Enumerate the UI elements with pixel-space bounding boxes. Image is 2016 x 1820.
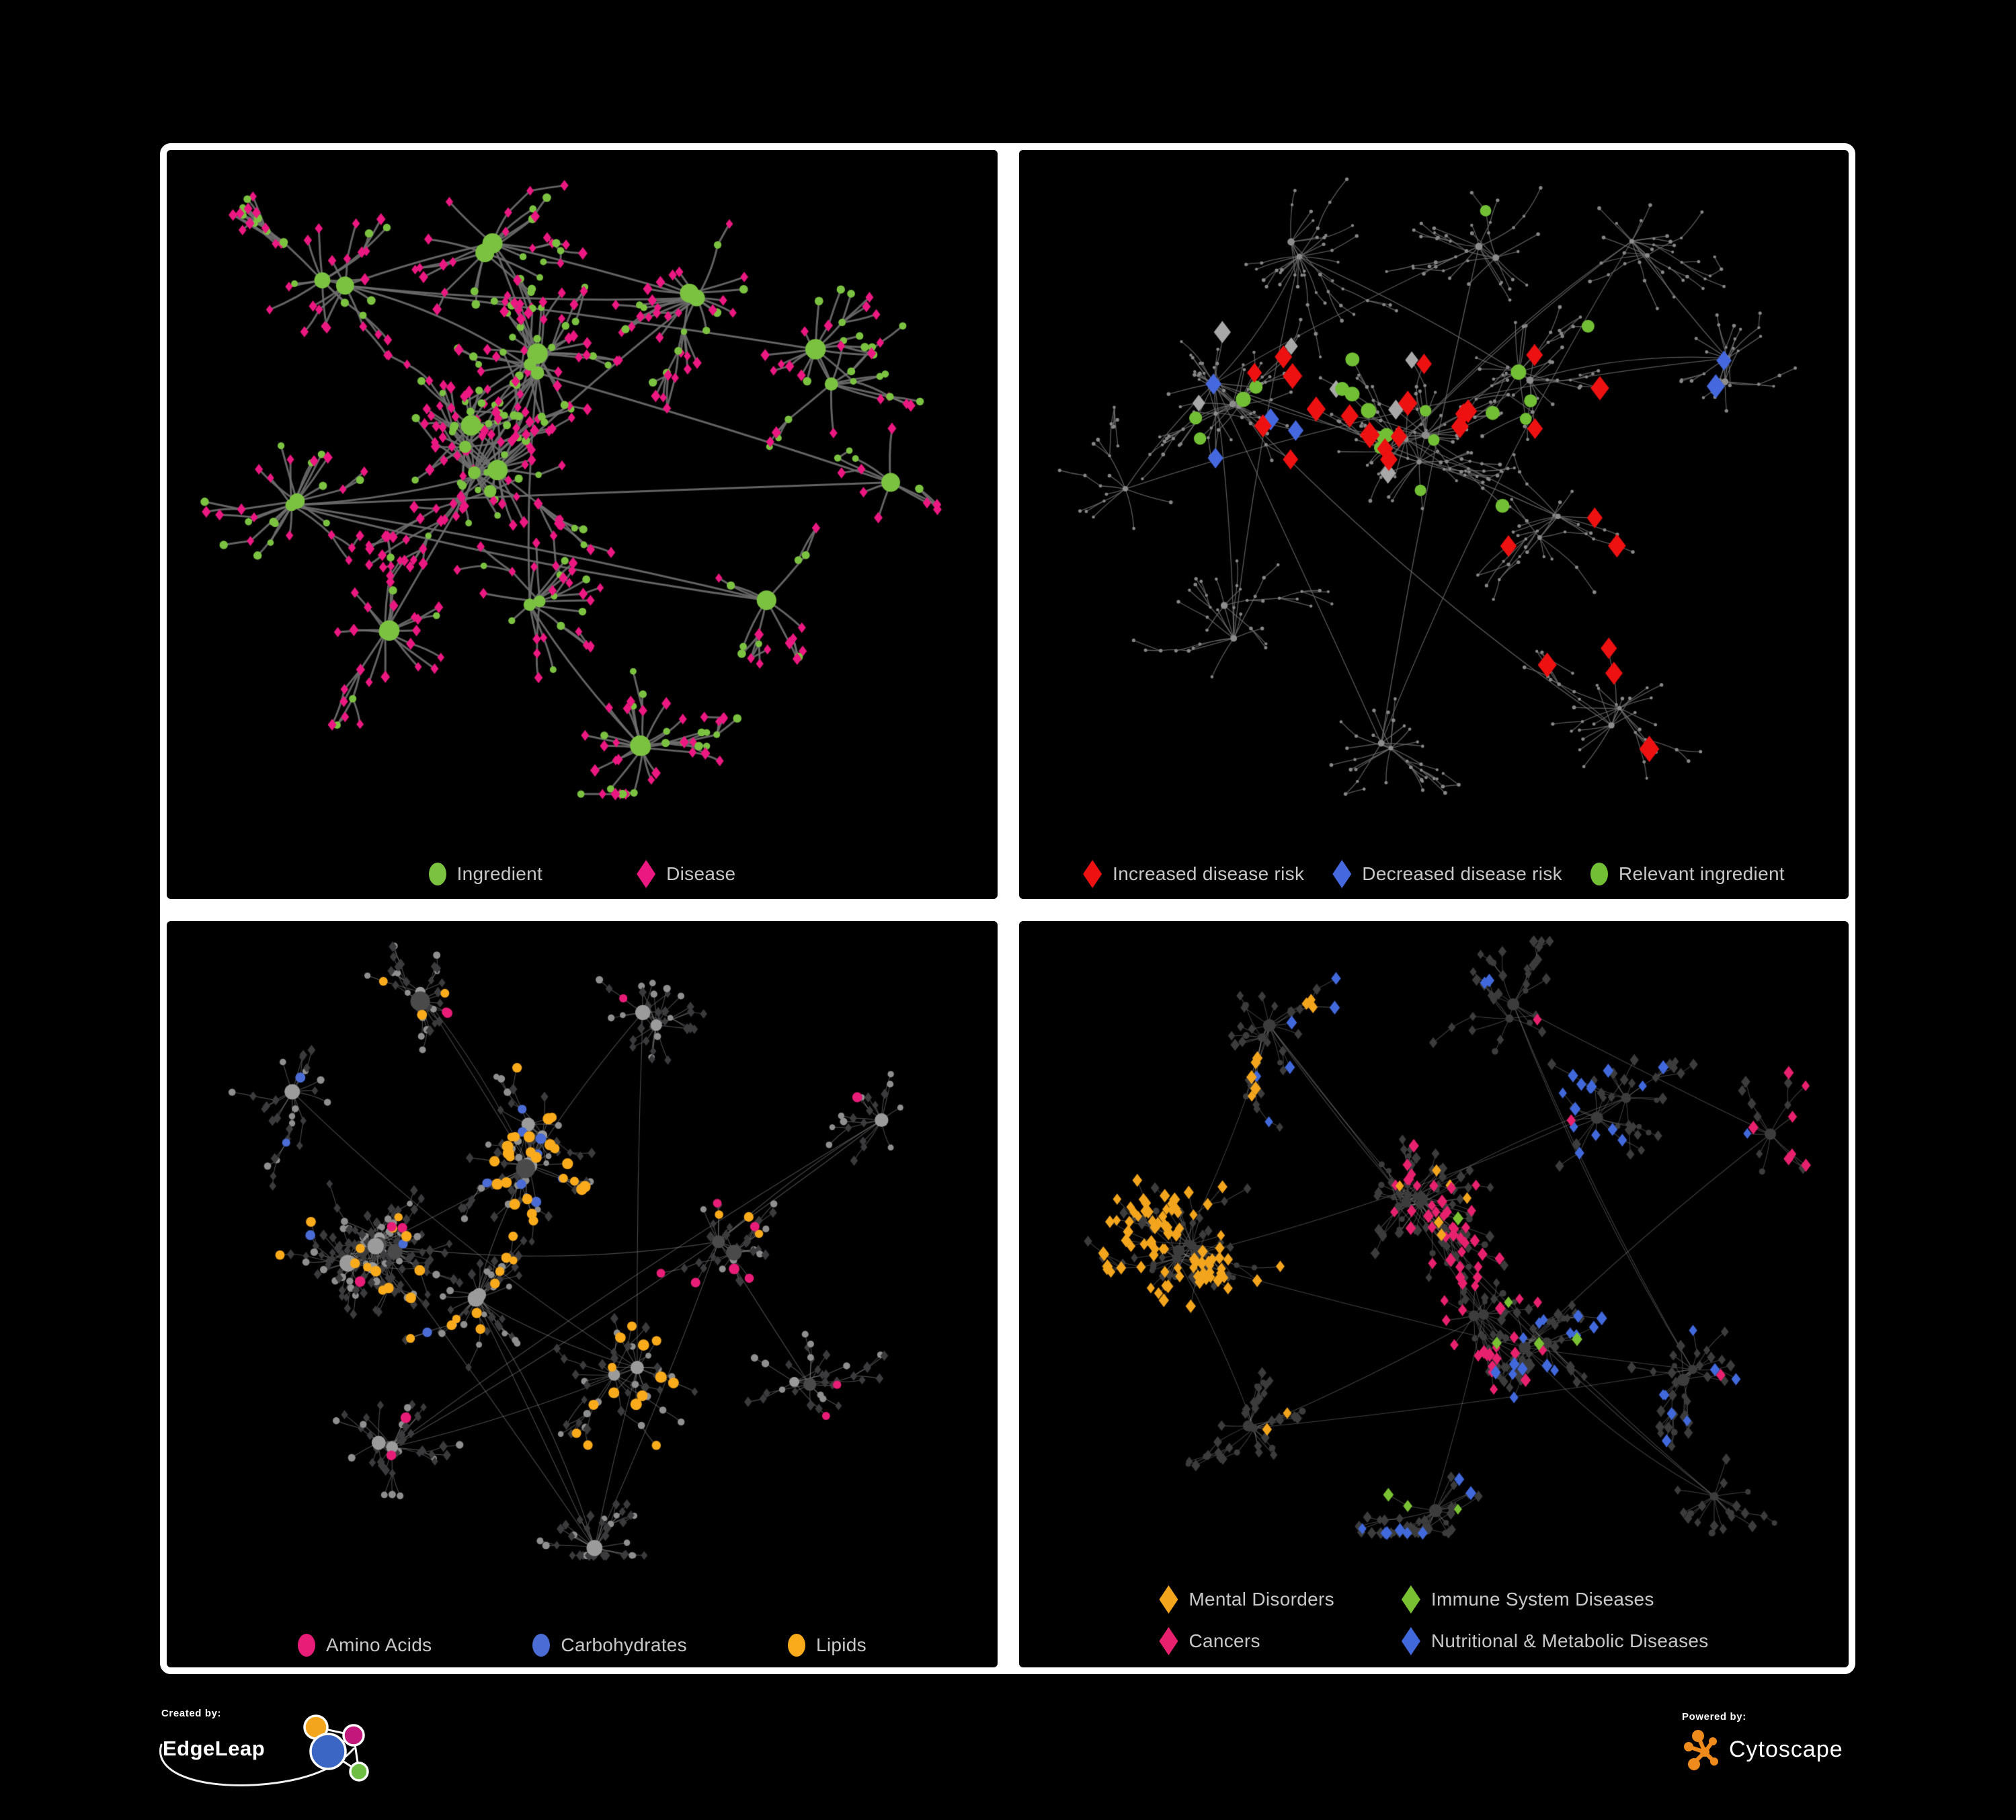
disease-category-network-canvas xyxy=(1019,921,1849,1667)
legend-ingredient-disease: Ingredient Disease xyxy=(167,860,998,888)
legend-label: Decreased disease risk xyxy=(1362,863,1562,884)
ellipse-marker-icon xyxy=(298,1634,316,1657)
legend-label: Mental Disorders xyxy=(1188,1589,1334,1610)
legend-label: Increased disease risk xyxy=(1113,863,1305,884)
powered-by-block: Powered by: Cytosc xyxy=(1682,1711,1843,1771)
diamond-marker-icon xyxy=(1083,860,1102,888)
legend-label: Lipids xyxy=(815,1634,866,1655)
legend-item: Increased disease risk xyxy=(1083,860,1304,888)
cytoscape-logo-icon xyxy=(1684,1730,1718,1770)
nutrient-category-network-canvas xyxy=(167,921,998,1667)
legend-item: Ingredient xyxy=(428,863,543,885)
legend-item: Relevant ingredient xyxy=(1590,863,1785,885)
legend-nutrient-categories: Amino Acids Carbohydrates Lipids xyxy=(167,1634,998,1657)
diamond-marker-icon xyxy=(1401,1627,1420,1655)
edgeleap-wordmark: EdgeLeap xyxy=(163,1737,266,1760)
legend-label: Ingredient xyxy=(456,863,543,884)
edgeleap-brand: EdgeLeap xyxy=(159,1714,403,1800)
panel-disease-risk-network: Increased disease risk Decreased disease … xyxy=(1012,143,1855,906)
ellipse-marker-icon xyxy=(532,1634,551,1657)
created-by-block: Created by: EdgeLeap xyxy=(159,1708,417,1815)
created-by-label: Created by: xyxy=(161,1708,222,1719)
legend-item: Decreased disease risk xyxy=(1332,860,1562,888)
powered-by-label: Powered by: xyxy=(1682,1711,1746,1723)
diamond-marker-icon xyxy=(1159,1627,1178,1655)
ellipse-marker-icon xyxy=(1590,863,1608,885)
panel-ingredient-disease-network: Ingredient Disease xyxy=(160,143,1004,906)
panel-disease-category-network: Mental Disorders Immune System Diseases Ca… xyxy=(1012,914,1855,1674)
ellipse-marker-icon xyxy=(428,863,446,885)
legend-label: Disease xyxy=(666,863,736,884)
legend-label: Carbohydrates xyxy=(561,1634,687,1655)
diamond-marker-icon xyxy=(1159,1585,1178,1614)
ellipse-marker-icon xyxy=(787,1634,805,1657)
diamond-marker-icon xyxy=(637,860,656,888)
disease-risk-network-canvas xyxy=(1019,150,1849,899)
legend-disease-risk: Increased disease risk Decreased disease … xyxy=(1019,860,1849,888)
legend-label: Amino Acids xyxy=(326,1634,432,1655)
legend-item: Mental Disorders xyxy=(1159,1585,1334,1614)
cytoscape-brand: Cytoscape xyxy=(1682,1728,1843,1771)
legend-item: Amino Acids xyxy=(298,1634,432,1657)
legend-label: Immune System Diseases xyxy=(1430,1589,1654,1610)
panel-nutrient-category-network: Amino Acids Carbohydrates Lipids xyxy=(160,914,1004,1674)
legend-item: Cancers xyxy=(1159,1627,1260,1655)
legend-item: Disease xyxy=(637,860,735,888)
legend-item: Lipids xyxy=(787,1634,866,1657)
legend-label: Cancers xyxy=(1188,1630,1260,1651)
ingredient-disease-network-canvas xyxy=(167,150,998,899)
diamond-marker-icon xyxy=(1401,1585,1420,1614)
cytoscape-wordmark: Cytoscape xyxy=(1729,1736,1843,1762)
edgeleap-logo-icon xyxy=(159,1714,369,1786)
legend-item: Nutritional & Metabolic Diseases xyxy=(1401,1627,1709,1655)
legend-label: Nutritional & Metabolic Diseases xyxy=(1430,1630,1709,1651)
legend-item: Carbohydrates xyxy=(532,1634,687,1657)
diamond-marker-icon xyxy=(1332,860,1352,888)
legend-disease-categories: Mental Disorders Immune System Diseases Ca… xyxy=(1019,1585,1849,1655)
legend-label: Relevant ingredient xyxy=(1618,863,1785,884)
legend-item: Immune System Diseases xyxy=(1401,1585,1654,1614)
